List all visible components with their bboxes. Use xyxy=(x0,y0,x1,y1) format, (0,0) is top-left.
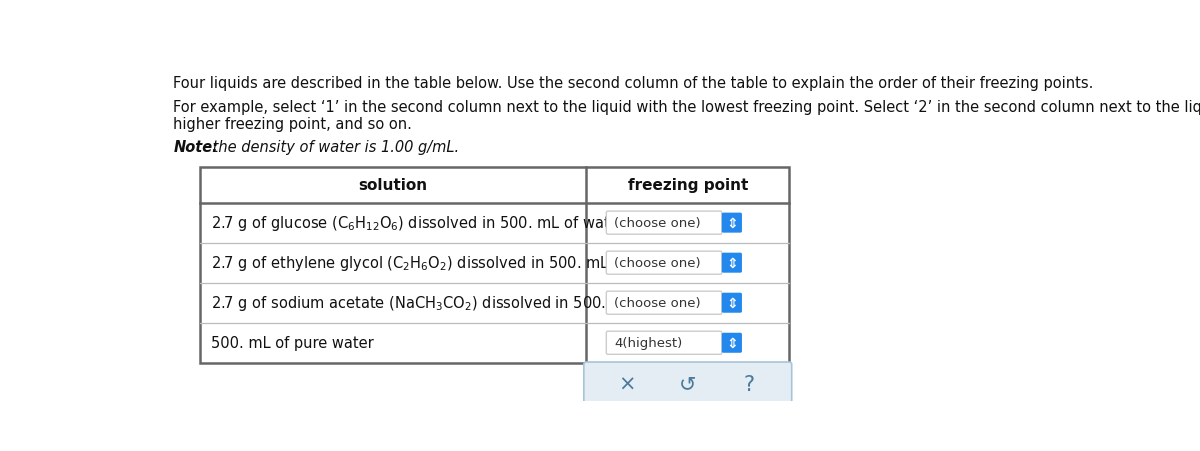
Text: 2.7 g of sodium acetate (NaCH$_3$CO$_2$) dissolved in 500. mL of water: 2.7 g of sodium acetate (NaCH$_3$CO$_2$)… xyxy=(211,294,700,313)
Text: the density of water is 1.00 g/mL.: the density of water is 1.00 g/mL. xyxy=(208,140,460,155)
Text: 2.7 g of ethylene glycol (C$_2$H$_6$O$_2$) dissolved in 500. mL of water: 2.7 g of ethylene glycol (C$_2$H$_6$O$_2… xyxy=(211,253,676,272)
Text: ⇕: ⇕ xyxy=(726,336,738,350)
Text: freezing point: freezing point xyxy=(628,178,748,193)
Text: Four liquids are described in the table below. Use the second column of the tabl: Four liquids are described in the table … xyxy=(173,76,1093,91)
Text: For example, select ‘1’ in the second column next to the liquid with the lowest : For example, select ‘1’ in the second co… xyxy=(173,100,1200,115)
Text: solution: solution xyxy=(359,178,428,193)
FancyBboxPatch shape xyxy=(584,362,792,405)
Text: ↺: ↺ xyxy=(679,374,696,394)
Text: 4(highest): 4(highest) xyxy=(614,336,683,350)
Text: ⇕: ⇕ xyxy=(726,216,738,230)
Text: (choose one): (choose one) xyxy=(614,297,701,309)
Text: Note:: Note: xyxy=(173,140,218,155)
Text: 500. mL of pure water: 500. mL of pure water xyxy=(211,336,374,350)
Text: 2.7 g of glucose (C$_6$H$_{12}$O$_6$) dissolved in 500. mL of water: 2.7 g of glucose (C$_6$H$_{12}$O$_6$) di… xyxy=(211,214,626,233)
FancyBboxPatch shape xyxy=(606,331,721,354)
Text: (choose one): (choose one) xyxy=(614,216,701,230)
FancyBboxPatch shape xyxy=(721,213,742,233)
FancyBboxPatch shape xyxy=(606,212,721,235)
Text: higher freezing point, and so on.: higher freezing point, and so on. xyxy=(173,117,412,132)
Text: ⇕: ⇕ xyxy=(726,296,738,310)
Text: ×: × xyxy=(618,374,636,394)
FancyBboxPatch shape xyxy=(606,291,721,315)
Text: ?: ? xyxy=(743,374,755,394)
Text: (choose one): (choose one) xyxy=(614,257,701,270)
FancyBboxPatch shape xyxy=(721,253,742,273)
FancyBboxPatch shape xyxy=(721,293,742,313)
FancyBboxPatch shape xyxy=(721,333,742,353)
FancyBboxPatch shape xyxy=(200,168,790,363)
FancyBboxPatch shape xyxy=(606,252,721,275)
Text: ⇕: ⇕ xyxy=(726,256,738,270)
